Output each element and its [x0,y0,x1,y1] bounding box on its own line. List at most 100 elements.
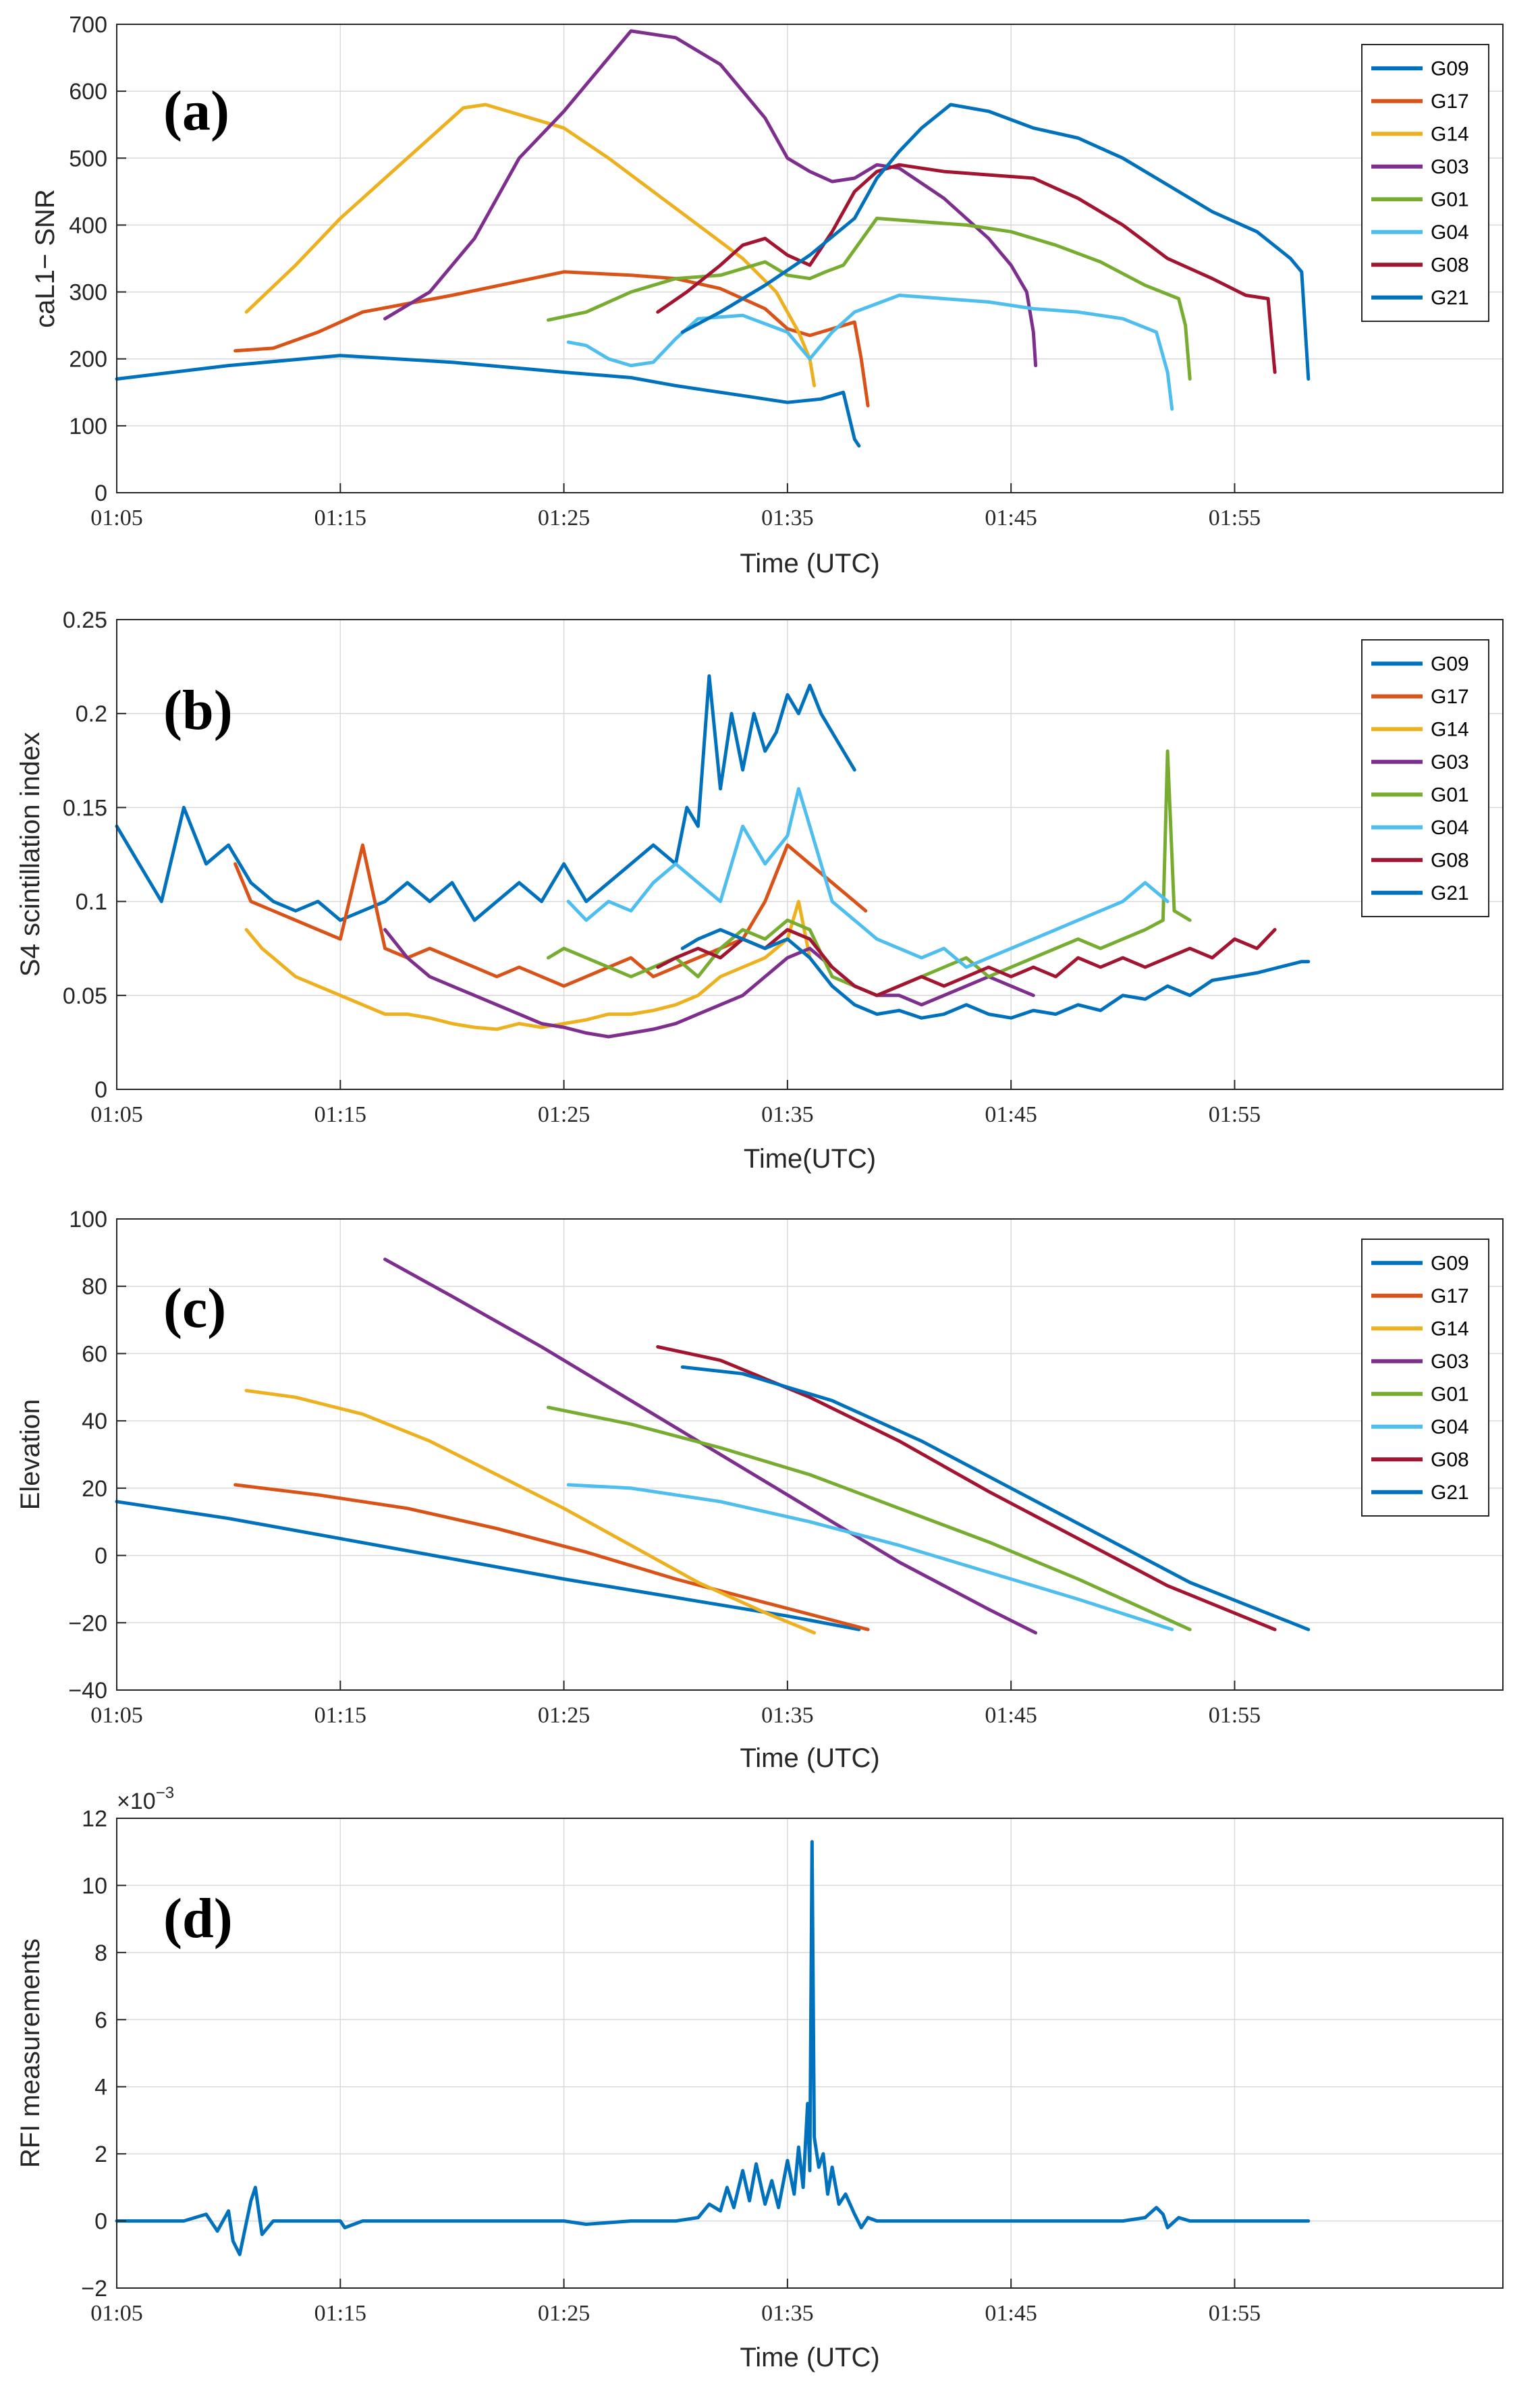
panel-b-xtick-label: 01:45 [985,1102,1037,1127]
panel-c-series-g01 [546,1405,1192,1631]
panel-c-legend-label-g08: G08 [1431,1448,1469,1471]
panel-a-ytick-label: 200 [69,347,107,373]
panel-a-ytick-label: 100 [69,414,107,439]
panel-c-ytick-label: 20 [82,1476,107,1502]
panel-a-series-g01 [546,217,1192,381]
panel-a-ytick-label: 700 [69,12,107,38]
panel-d-xtick-label: 01:05 [90,2301,142,2326]
panel-a-ytick-label: 600 [69,79,107,105]
panel-a-xticks: 01:05 01:15 01:25 01:35 01:45 01:55 [90,483,1261,531]
panel-a-series-g14 [244,103,817,387]
panel-c-series-g04 [566,1483,1174,1631]
panel-a-axes-frame [116,24,1504,493]
panel-a-legend-label-g21: G21 [1431,287,1469,309]
panel-b-series-g04 [566,787,1170,969]
panel-c-legend-label-g17: G17 [1431,1285,1469,1307]
panel-c-series-g14 [244,1388,817,1635]
panel-c-legend-label-g09: G09 [1431,1252,1469,1274]
panel-b-ytick-label: 0 [94,1077,107,1103]
panel-b-xlabel: Time(UTC) [744,1144,876,1174]
panel-b-legend-label-g04: G04 [1431,817,1469,839]
panel-c-series-g21 [680,1365,1311,1631]
panel-b-series-g21 [680,927,1311,1020]
panel-d-xticks: 01:05 01:15 01:25 01:35 01:45 01:55 [90,2279,1261,2326]
panel-a-series-g04 [566,294,1174,411]
panel-a-legend-label-g09: G09 [1431,57,1469,80]
panel-a-ytick-label: 300 [69,280,107,306]
panel-d-yticks: −2 0 2 4 6 8 10 12 [81,1806,126,2302]
panel-c-letter: (c) [163,1277,226,1340]
panel-b-ytick-label: 0.25 [63,607,107,633]
panel-b-yticks: 0 0.05 0.1 0.15 0.2 0.25 [63,607,126,1103]
panel-b-series [115,674,1311,1039]
panel-b-ytick-label: 0.05 [63,983,107,1009]
panel-c-xtick-label: 01:45 [985,1703,1037,1728]
panel-d-xlabel: Time (UTC) [740,2343,879,2372]
panel-a-legend-box [1361,44,1489,322]
panel-a-xtick-label: 01:55 [1209,506,1261,531]
panel-b-series-g09 [115,674,856,922]
panel-a-xlabel: Time (UTC) [740,549,879,578]
panel-d-y-exponent: ×10−3 [117,1784,174,1814]
panel-a-series-g08 [656,163,1277,374]
panel-b-ytick-label: 0.2 [76,701,107,727]
panel-d-axes-frame [116,1818,1504,2289]
panel-c-ytick-label: −40 [68,1678,107,1704]
panel-c-ytick-label: 100 [69,1207,107,1232]
panel-a-legend-label-g04: G04 [1431,221,1469,244]
panel-b-legend-label-g09: G09 [1431,653,1469,675]
panel-c-xtick-label: 01:05 [90,1703,142,1728]
panel-d-ytick-label: 6 [94,2007,107,2033]
panel-d-series [115,1840,1311,2256]
panel-b-legend-label-g01: G01 [1431,784,1469,806]
panel-b-series-g03 [383,927,1035,1039]
panel-d-ytick-label: 12 [82,1806,107,1832]
panel-b-legend-label-g14: G14 [1431,718,1469,740]
panel-b-legend-label-g03: G03 [1431,751,1469,773]
panel-d-y-exponent-power: −3 [156,1784,174,1802]
panel-d-ytick-label: 4 [94,2075,107,2100]
panel-b-series-g17 [233,843,868,988]
panel-a-legend-label-g01: G01 [1431,188,1469,211]
panel-b-series-g14 [244,900,812,1031]
panel-d-xtick-label: 01:15 [314,2301,366,2326]
panel-a-yticks: 0 100 200 300 400 500 600 700 [69,12,126,506]
panel-a-legend: G09 G17 G14 G03 G01 G04 G08 G21 [1361,44,1489,322]
panel-b-legend-label-g21: G21 [1431,882,1469,904]
panel-d-ylabel: RFI measurements [16,1938,45,2168]
panel-b-xtick-label: 01:25 [538,1102,590,1127]
panel-b-ytick-label: 0.15 [63,795,107,821]
panel-d-ytick-label: 8 [94,1940,107,1966]
panel-b-legend-label-g17: G17 [1431,686,1469,708]
panel-a-legend-label-g08: G08 [1431,254,1469,276]
panel-c-xtick-label: 01:25 [538,1703,590,1728]
panel-d-y-exponent-base: ×10 [117,1789,156,1814]
panel-c-xticks: 01:05 01:15 01:25 01:35 01:45 01:55 [90,1681,1261,1728]
panel-a-legend-label-g14: G14 [1431,123,1469,145]
panel-b-xtick-label: 01:55 [1209,1102,1261,1127]
panel-c-ytick-label: 60 [82,1341,107,1367]
panel-a-legend-label-g03: G03 [1431,156,1469,178]
panel-a-series-g03 [383,29,1038,368]
panel-c-axes-frame [116,1218,1504,1691]
panel-b-legend-box [1361,639,1489,917]
panel-b-grid [116,619,1503,1090]
panel-c-legend-label-g04: G04 [1431,1416,1469,1438]
panel-c-ytick-label: 40 [82,1409,107,1434]
panel-b-ytick-label: 0.1 [76,890,107,915]
panel-b: 0 0.05 0.1 0.15 0.2 0.25 01:05 01:15 01:25 01:35… [16,607,1504,1174]
panel-a-series [115,29,1311,448]
panel-d-xtick-label: 01:45 [985,2301,1037,2326]
panel-c-series [115,1257,1311,1635]
panel-a-letter: (a) [163,80,229,142]
panel-c-xtick-label: 01:55 [1209,1703,1261,1728]
panel-c-ytick-label: −20 [68,1610,107,1636]
panel-d-xtick-label: 01:25 [538,2301,590,2326]
panel-a-series-g21 [680,103,1311,381]
panel-c-ytick-label: 80 [82,1274,107,1300]
panel-c-ylabel: Elevation [16,1399,45,1511]
